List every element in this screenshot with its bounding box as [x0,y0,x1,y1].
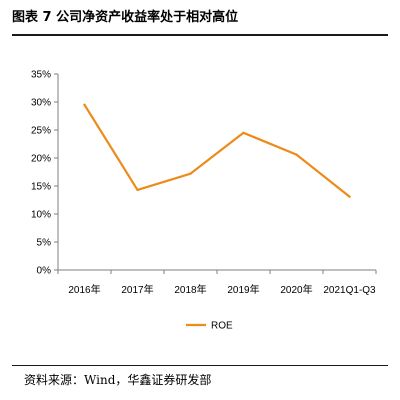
x-tick-label: 2020年 [280,283,312,296]
legend-label-roe: ROE [211,321,233,332]
roe-line-chart: 0%5%10%15%20%25%30%35% 2016年 2017年 2018年 20… [31,70,377,332]
series-layer [83,103,351,198]
y-tick-label: 15% [31,182,51,193]
y-tick-label: 20% [31,154,51,165]
data-point-roe [83,103,86,106]
data-point-roe [295,153,298,156]
y-axis: 0% 5% 10% 15% 20% 25% 30% 35% [31,70,59,277]
data-point-roe [136,188,139,192]
y-tick-label: 30% [31,98,51,109]
y-tick-label: 35% [31,70,51,81]
y-tick-label: 25% [31,126,51,137]
y-tick-label: 5% [37,238,52,249]
y-tick-label: 10% [31,210,51,221]
title-divider [12,34,388,36]
x-tick-label: 2017年 [121,283,153,296]
data-point-roe [189,172,192,175]
x-tick-label: 2018年 [174,283,206,296]
figure-title: 图表 7 公司净资产收益率处于相对高位 [12,10,239,25]
y-tick-label: 0% [37,266,52,277]
footer-divider [12,365,388,366]
x-tick-label: 2019年 [227,283,259,296]
data-point-roe [242,131,245,134]
series-line-roe [83,103,351,198]
data-point-roe [348,195,351,198]
x-tick-label: 2021Q1-Q3 [323,285,376,296]
source-note: 资料来源：Wind，华鑫证券研发部 [24,373,212,387]
legend: ROE [186,321,233,332]
x-tick-label: 2016年 [68,283,100,296]
x-axis: 2016年 2017年 2018年 2019年 2020年 2021Q1-Q3 [57,269,377,296]
